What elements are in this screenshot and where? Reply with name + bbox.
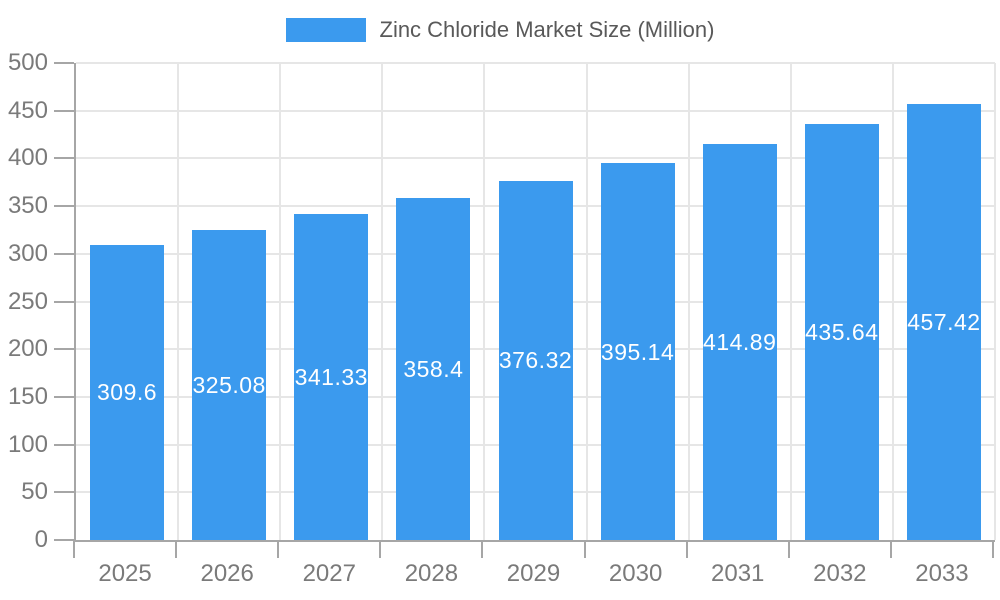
y-axis-label: 300 (7, 239, 48, 267)
gridline-vertical (789, 63, 792, 540)
y-axis-label: 450 (7, 96, 48, 124)
x-axis-tick (175, 540, 178, 558)
gridline-vertical (381, 63, 384, 540)
legend-swatch-icon (285, 18, 366, 42)
gridline-horizontal (76, 62, 995, 64)
bar-2031[interactable] (702, 144, 777, 540)
y-axis-label: 0 (34, 526, 48, 553)
y-axis-tick (54, 205, 74, 208)
x-axis-label: 2027 (302, 560, 356, 587)
x-axis-label: 2033 (915, 560, 969, 587)
y-axis-label: 50 (21, 478, 48, 506)
bar-2029[interactable] (498, 180, 573, 540)
y-axis-label: 400 (7, 144, 48, 172)
x-axis-label: 2028 (404, 560, 459, 587)
x-axis-tick (992, 540, 994, 558)
x-axis-tick (583, 540, 586, 558)
x-axis-tick (889, 540, 892, 558)
bar-2032[interactable] (804, 124, 879, 540)
x-axis-label: 2030 (608, 560, 663, 587)
gridline-horizontal (76, 109, 995, 112)
gridline-vertical (687, 63, 690, 540)
y-axis-tick (54, 348, 74, 351)
y-axis-tick (54, 252, 74, 255)
y-axis-label: 150 (7, 382, 48, 410)
x-axis-label: 2029 (506, 560, 561, 587)
y-axis-label: 200 (7, 335, 48, 363)
bar-2026[interactable] (192, 229, 267, 540)
bar-2030[interactable] (600, 163, 675, 540)
gridline-vertical (483, 63, 486, 540)
x-axis-label: 2032 (813, 560, 867, 587)
y-axis-label: 100 (7, 430, 48, 458)
bar-2028[interactable] (396, 198, 471, 540)
gridline-vertical (585, 63, 588, 540)
gridline-vertical (279, 63, 282, 540)
y-axis-tick (54, 443, 74, 446)
x-axis-tick (73, 540, 75, 558)
y-axis-label: 250 (7, 287, 48, 315)
x-axis-label: 2031 (711, 560, 765, 587)
x-axis-label: 2026 (200, 560, 254, 587)
y-axis-label: 350 (7, 192, 48, 220)
gridline-vertical (891, 63, 894, 540)
legend-item-zinc-chloride-market-size[interactable]: Zinc Chloride Market Size (Million) (285, 17, 715, 43)
bar-2033[interactable] (906, 103, 981, 540)
x-axis-tick (787, 540, 790, 558)
y-axis-tick (54, 109, 74, 112)
y-axis-tick (54, 539, 74, 541)
legend: Zinc Chloride Market Size (Million) (0, 17, 1000, 43)
x-axis-tick (277, 540, 280, 558)
y-axis-tick (54, 491, 74, 494)
x-axis-tick (481, 540, 484, 558)
plot-area: 309.6 325.08 341.33 358.4 376.32 395.14 414.89… (74, 62, 996, 542)
bar-2027[interactable] (294, 214, 369, 540)
y-axis-tick (54, 300, 74, 303)
y-axis-tick (54, 395, 74, 398)
bar-2025[interactable] (90, 244, 165, 540)
gridline-vertical (994, 63, 996, 540)
gridline-vertical (177, 63, 180, 540)
gridline-horizontal (76, 157, 995, 160)
y-axis-tick (54, 157, 74, 160)
legend-label: Zinc Chloride Market Size (Million) (379, 17, 715, 42)
x-axis-tick (379, 540, 382, 558)
y-axis-label: 500 (7, 49, 48, 76)
x-axis-label: 2025 (98, 560, 152, 587)
x-axis-tick (685, 540, 688, 558)
y-axis-tick (54, 62, 74, 64)
